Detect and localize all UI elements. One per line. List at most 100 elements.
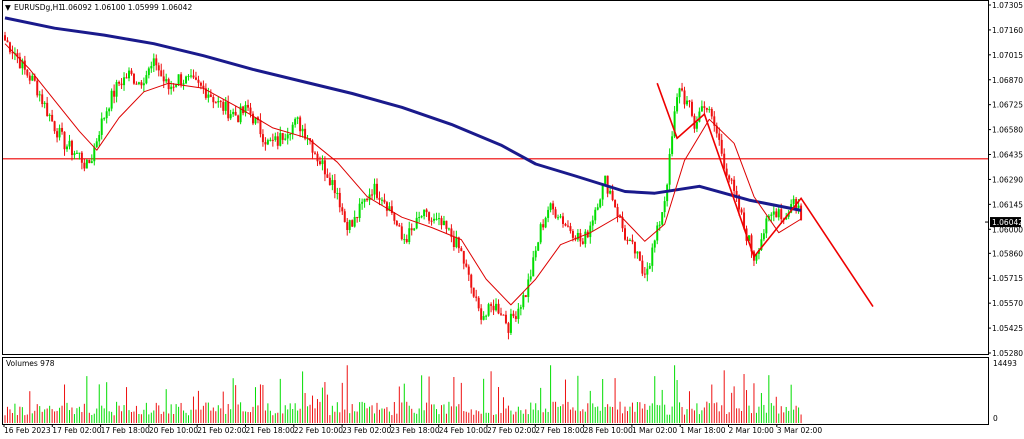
candle-body (90, 161, 93, 164)
candle-body (237, 115, 240, 123)
candle-body (646, 268, 649, 275)
candle-body (380, 199, 383, 201)
zigzag-trendline[interactable] (656, 82, 874, 308)
candle-body (676, 97, 679, 112)
time-axis[interactable]: 16 Feb 2023 17 Feb 02:00 17 Feb 18:00 20 Fe… (3, 424, 823, 435)
candle-body (137, 82, 140, 85)
candle-body (442, 220, 445, 226)
candle-body (284, 138, 287, 140)
candle-body (214, 102, 217, 104)
time-tick-label: 21 Feb 02:00 (197, 426, 246, 435)
candle-body (480, 308, 483, 320)
candle-body (524, 295, 527, 297)
candle-body (276, 136, 279, 146)
time-tick-label: 24 Feb 10:00 (439, 426, 488, 435)
candle-body (115, 81, 118, 97)
candle-body (564, 223, 567, 226)
candle-body (318, 161, 321, 165)
candle-body (440, 218, 443, 226)
candle-body (500, 313, 502, 315)
candle-body (68, 140, 71, 147)
candle-body (760, 239, 763, 250)
candle-body (328, 177, 331, 186)
candle-body (135, 83, 138, 85)
candle-body (274, 136, 277, 141)
candle-body (78, 152, 81, 154)
candle-body (725, 168, 728, 176)
candle-body (537, 242, 540, 251)
price-tick-label: 1.06145 (992, 200, 1023, 209)
time-tick-label: 3 Mar 02:00 (777, 426, 823, 435)
collapse-arrow-icon[interactable]: ▼ (5, 3, 11, 12)
candle-body (33, 75, 36, 81)
candle-body (140, 82, 143, 86)
candle-body (631, 239, 634, 242)
candle-body (527, 279, 530, 297)
candle-body (346, 221, 349, 230)
candle-body (718, 133, 721, 140)
candle-body (212, 96, 215, 103)
candle-body (497, 303, 500, 314)
candle-body (192, 75, 195, 78)
candle-body (130, 70, 133, 74)
candle-body (589, 225, 592, 238)
candle-body (177, 74, 180, 85)
volume-zero-label: 0 (993, 414, 998, 423)
candle-body (485, 315, 488, 317)
candle-body (581, 241, 584, 244)
candle-body (748, 235, 750, 241)
candle-body (651, 247, 654, 266)
candle-body (266, 140, 269, 145)
candle-body (472, 287, 475, 297)
candlestick-series (4, 31, 803, 340)
candle-body (661, 212, 664, 225)
candle-body (152, 58, 155, 67)
candle-body (517, 308, 520, 319)
candle-body (61, 127, 64, 132)
candle-body (713, 116, 716, 126)
candle-body (190, 75, 192, 77)
candle-body (368, 194, 371, 201)
price-tick-label: 1.05715 (992, 274, 1023, 283)
candle-body (162, 76, 165, 82)
candle-body (167, 79, 170, 90)
candle-body (83, 162, 86, 169)
candle-body (599, 199, 602, 208)
candle-body (462, 250, 465, 264)
candle-body (460, 248, 463, 251)
trendline-drawing[interactable] (656, 82, 874, 308)
candle-body (423, 209, 426, 217)
candle-body (549, 203, 552, 210)
candle-body (8, 42, 11, 53)
candle-body (229, 114, 232, 119)
price-axis[interactable]: 1.07305 1.07160 1.07015 1.06870 1.06725 1.065… (988, 1, 1023, 358)
price-tick-label: 1.06580 (992, 126, 1023, 135)
candle-body (780, 209, 783, 220)
candle-body (281, 133, 284, 140)
candle-body (728, 175, 731, 180)
candle-body (470, 274, 473, 288)
candle-body (636, 251, 639, 254)
candle-body (249, 107, 252, 114)
candle-body (584, 231, 587, 244)
candle-body (207, 94, 210, 98)
candle-body (80, 152, 83, 163)
candle-body (720, 139, 723, 154)
candle-body (529, 276, 532, 280)
candle-body (125, 77, 128, 79)
candle-body (343, 211, 346, 222)
candle-body (698, 111, 701, 122)
candle-body (668, 154, 671, 185)
candle-body (85, 159, 88, 169)
price-tick-label: 1.06725 (992, 101, 1023, 110)
price-tick-label: 1.06435 (992, 151, 1023, 160)
candle-body (180, 74, 183, 85)
volume-title: Volumes 978 (6, 359, 55, 368)
candle-body (155, 58, 158, 66)
candle-body (51, 114, 54, 122)
candle-body (224, 101, 227, 111)
candle-body (41, 94, 44, 105)
candle-body (48, 114, 51, 116)
candle-body (21, 60, 24, 69)
